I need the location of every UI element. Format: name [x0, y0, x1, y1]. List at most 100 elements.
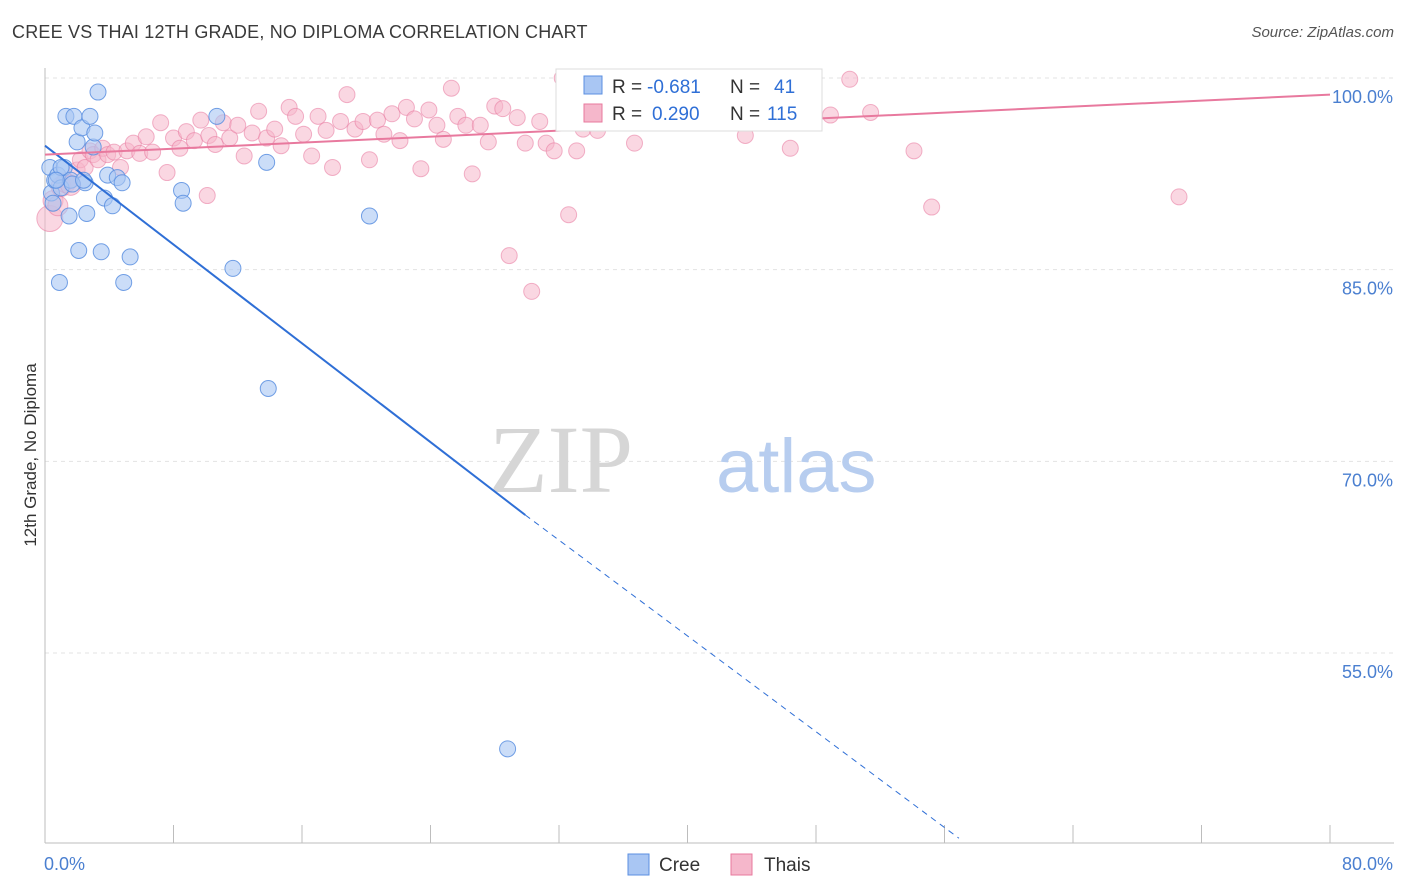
y-tick-label-1: 85.0%	[1342, 279, 1393, 299]
legend-thais-swatch	[583, 103, 603, 123]
thais-point	[471, 116, 489, 134]
thais-point	[560, 206, 578, 224]
thais-point	[516, 134, 534, 152]
thais-point	[287, 107, 305, 125]
watermark-zip: ZIP	[489, 406, 633, 513]
thais-point	[494, 100, 512, 118]
thais-point	[905, 142, 923, 160]
bottom-legend-cree-label: Cree	[659, 855, 700, 876]
thais-point	[508, 109, 526, 127]
y-tick-label-3: 55.0%	[1342, 662, 1393, 682]
thais-point	[250, 102, 268, 120]
cree-point	[224, 259, 242, 277]
watermark-atlas: atlas	[716, 424, 877, 509]
thais-point	[229, 116, 247, 134]
legend-thais-r-label: R =	[612, 104, 642, 125]
thais-point	[428, 116, 446, 134]
thais-point	[500, 247, 518, 265]
cree-point	[113, 174, 131, 192]
cree-point	[44, 194, 62, 212]
thais-point	[625, 134, 643, 152]
cree-point	[86, 124, 104, 142]
cree-point	[75, 171, 93, 189]
cree-point	[50, 273, 68, 291]
thais-point	[545, 142, 563, 160]
legend-thais-n-label: N =	[730, 104, 760, 125]
cree-points	[41, 83, 517, 758]
thais-point	[923, 198, 941, 216]
thais-point	[144, 143, 162, 161]
legend-cree-n-value: 41	[774, 77, 795, 98]
thais-point	[523, 282, 541, 300]
thais-point	[192, 111, 210, 129]
legend-cree-r-value: -0.681	[647, 77, 701, 98]
cree-point	[360, 207, 378, 225]
cree-point	[115, 273, 133, 291]
cree-point	[70, 242, 88, 259]
x-tick-label-0: 0.0%	[44, 854, 85, 874]
thais-point	[266, 120, 284, 138]
thais-point	[457, 116, 475, 134]
thais-point	[206, 135, 224, 153]
thais-point	[568, 142, 586, 160]
thais-point	[383, 105, 401, 123]
legend-cree-r-label: R =	[612, 77, 642, 98]
legend-cree-n-label: N =	[730, 77, 760, 98]
source-label: Source: ZipAtlas.com	[1251, 24, 1394, 41]
thais-point	[405, 110, 423, 128]
thais-point	[303, 147, 321, 165]
bottom-legend: Cree Thais	[627, 853, 810, 876]
bottom-legend-thais-swatch	[730, 853, 753, 876]
thais-point	[354, 112, 372, 130]
thais-point	[442, 79, 460, 97]
cree-point	[208, 107, 226, 125]
thais-point	[862, 104, 880, 121]
thais-point	[412, 160, 430, 178]
thais-point	[324, 158, 342, 176]
y-tick-label-0: 100.0%	[1332, 87, 1393, 107]
cree-point	[78, 204, 96, 222]
x-tick-label-1: 80.0%	[1342, 854, 1393, 874]
tick-labels: 100.0% 85.0% 70.0% 55.0% 0.0% 80.0%	[44, 87, 1393, 874]
thais-point	[360, 151, 378, 169]
trend-lines	[44, 93, 1331, 839]
thais-point	[295, 125, 313, 143]
legend-thais-n-value: 115	[767, 104, 797, 125]
thais-point	[235, 147, 253, 165]
thais-point	[463, 165, 481, 183]
thais-point	[420, 101, 438, 119]
thais-point	[1170, 188, 1188, 206]
thais-point	[434, 130, 452, 148]
thais-point	[309, 107, 327, 125]
cree-trend-line	[44, 144, 526, 516]
chart-title: CREE VS THAI 12TH GRADE, NO DIPLOMA CORR…	[12, 22, 588, 42]
cree-point	[89, 83, 107, 101]
thais-point	[332, 112, 350, 130]
thais-point	[137, 128, 155, 146]
thais-point	[397, 98, 415, 116]
bottom-legend-cree-swatch	[627, 853, 650, 876]
thais-point	[152, 114, 170, 132]
cree-point	[174, 194, 192, 212]
cree-point	[60, 207, 78, 225]
thais-point	[531, 112, 549, 130]
watermark: ZIP atlas	[489, 406, 877, 513]
thais-point	[338, 86, 356, 104]
cree-point	[103, 197, 121, 215]
cree-point	[121, 248, 139, 266]
cree-point	[258, 153, 276, 171]
thais-point	[391, 132, 409, 150]
cree-point	[499, 740, 517, 758]
cree-point	[47, 171, 65, 189]
thais-point	[272, 137, 290, 155]
cree-point	[259, 380, 277, 397]
legend-box: R = -0.681 N = 41 R = 0.290 N = 115	[555, 68, 823, 132]
thais-point	[841, 70, 859, 88]
cree-point	[92, 243, 110, 261]
thais-point	[198, 187, 216, 205]
thais-point	[479, 133, 497, 151]
legend-cree-swatch	[583, 75, 603, 95]
cree-point	[81, 107, 99, 125]
cree-trend-extension	[524, 514, 960, 839]
